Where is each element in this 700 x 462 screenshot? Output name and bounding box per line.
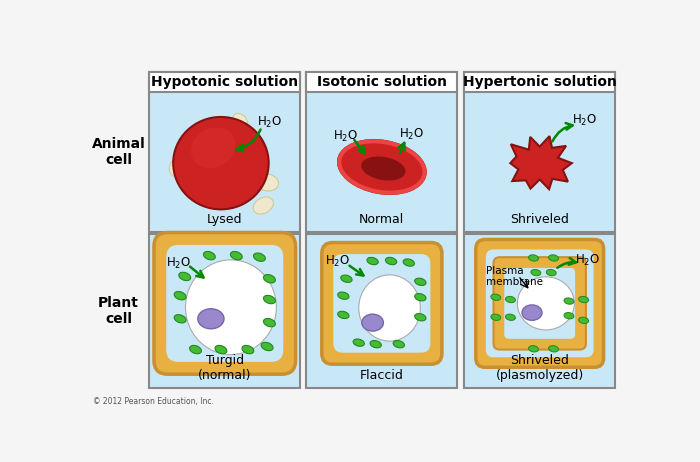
Text: Plasma
membrane: Plasma membrane	[486, 266, 542, 287]
Ellipse shape	[230, 251, 242, 260]
Ellipse shape	[414, 278, 426, 286]
Bar	[307, 73, 457, 232]
Ellipse shape	[186, 260, 276, 355]
Bar	[149, 73, 300, 92]
FancyBboxPatch shape	[504, 268, 575, 339]
FancyBboxPatch shape	[154, 232, 295, 374]
Ellipse shape	[414, 293, 426, 301]
Bar	[307, 73, 457, 92]
Text: H$_2$O: H$_2$O	[325, 254, 350, 269]
Ellipse shape	[528, 346, 538, 352]
Text: H$_2$O: H$_2$O	[166, 256, 191, 271]
Bar	[149, 234, 300, 388]
Ellipse shape	[362, 314, 384, 331]
Ellipse shape	[546, 269, 556, 276]
Ellipse shape	[174, 292, 186, 300]
Ellipse shape	[370, 340, 382, 348]
Text: H$_2$O: H$_2$O	[333, 128, 358, 144]
Ellipse shape	[191, 128, 235, 168]
FancyBboxPatch shape	[167, 245, 284, 362]
Text: © 2012 Pearson Education, Inc.: © 2012 Pearson Education, Inc.	[93, 397, 214, 406]
Ellipse shape	[361, 157, 405, 181]
Text: Hypertonic solution: Hypertonic solution	[463, 75, 617, 89]
Ellipse shape	[393, 340, 405, 348]
Bar	[464, 73, 615, 92]
FancyBboxPatch shape	[333, 254, 430, 353]
Text: Turgid
(normal): Turgid (normal)	[198, 354, 251, 382]
Ellipse shape	[233, 113, 248, 128]
Ellipse shape	[491, 314, 500, 320]
Ellipse shape	[263, 318, 275, 327]
Ellipse shape	[253, 197, 274, 214]
Text: Isotonic solution: Isotonic solution	[317, 75, 447, 89]
Ellipse shape	[190, 346, 202, 354]
Ellipse shape	[414, 314, 426, 321]
Ellipse shape	[173, 117, 269, 209]
Ellipse shape	[386, 257, 397, 265]
Ellipse shape	[403, 259, 414, 266]
FancyBboxPatch shape	[494, 257, 586, 350]
Ellipse shape	[169, 156, 195, 178]
Ellipse shape	[564, 313, 574, 319]
Ellipse shape	[337, 311, 349, 319]
Text: H$_2$O: H$_2$O	[572, 113, 597, 128]
Ellipse shape	[549, 255, 559, 261]
Text: Plant
cell: Plant cell	[98, 296, 139, 326]
Text: Lysed: Lysed	[207, 213, 242, 225]
Ellipse shape	[198, 309, 224, 329]
FancyBboxPatch shape	[476, 239, 603, 367]
Ellipse shape	[491, 294, 500, 300]
Ellipse shape	[337, 292, 349, 299]
Ellipse shape	[178, 272, 190, 280]
Ellipse shape	[341, 275, 352, 282]
Bar	[149, 73, 300, 232]
Text: Flaccid: Flaccid	[360, 369, 404, 382]
Bar	[464, 234, 615, 388]
Bar	[307, 234, 457, 388]
FancyBboxPatch shape	[322, 243, 442, 364]
Ellipse shape	[505, 314, 515, 320]
Text: Shriveled: Shriveled	[510, 213, 569, 225]
Ellipse shape	[263, 295, 275, 304]
Ellipse shape	[338, 140, 426, 194]
Ellipse shape	[186, 136, 204, 152]
Ellipse shape	[517, 277, 574, 330]
Ellipse shape	[263, 274, 275, 283]
FancyBboxPatch shape	[486, 249, 594, 357]
Text: Shriveled
(plasmolyzed): Shriveled (plasmolyzed)	[496, 354, 584, 382]
Ellipse shape	[564, 298, 574, 304]
Ellipse shape	[367, 257, 378, 265]
Ellipse shape	[253, 253, 265, 261]
Ellipse shape	[505, 297, 515, 303]
Bar	[464, 73, 615, 232]
Ellipse shape	[261, 342, 273, 351]
Ellipse shape	[204, 251, 216, 260]
Polygon shape	[510, 136, 572, 189]
Ellipse shape	[174, 315, 186, 323]
Ellipse shape	[242, 346, 254, 354]
Ellipse shape	[256, 174, 279, 191]
Ellipse shape	[531, 269, 541, 276]
Ellipse shape	[522, 305, 542, 320]
Ellipse shape	[359, 275, 421, 341]
Text: H$_2$O: H$_2$O	[575, 253, 600, 268]
Ellipse shape	[353, 339, 365, 346]
Text: Hypotonic solution: Hypotonic solution	[151, 75, 298, 89]
Ellipse shape	[579, 317, 589, 323]
Text: Normal: Normal	[359, 213, 405, 225]
Text: H$_2$O: H$_2$O	[398, 127, 424, 142]
Ellipse shape	[215, 346, 227, 354]
Ellipse shape	[579, 297, 589, 303]
Text: Animal
cell: Animal cell	[92, 137, 146, 167]
Ellipse shape	[528, 255, 538, 261]
Text: H$_2$O: H$_2$O	[257, 115, 282, 130]
Ellipse shape	[549, 346, 559, 352]
